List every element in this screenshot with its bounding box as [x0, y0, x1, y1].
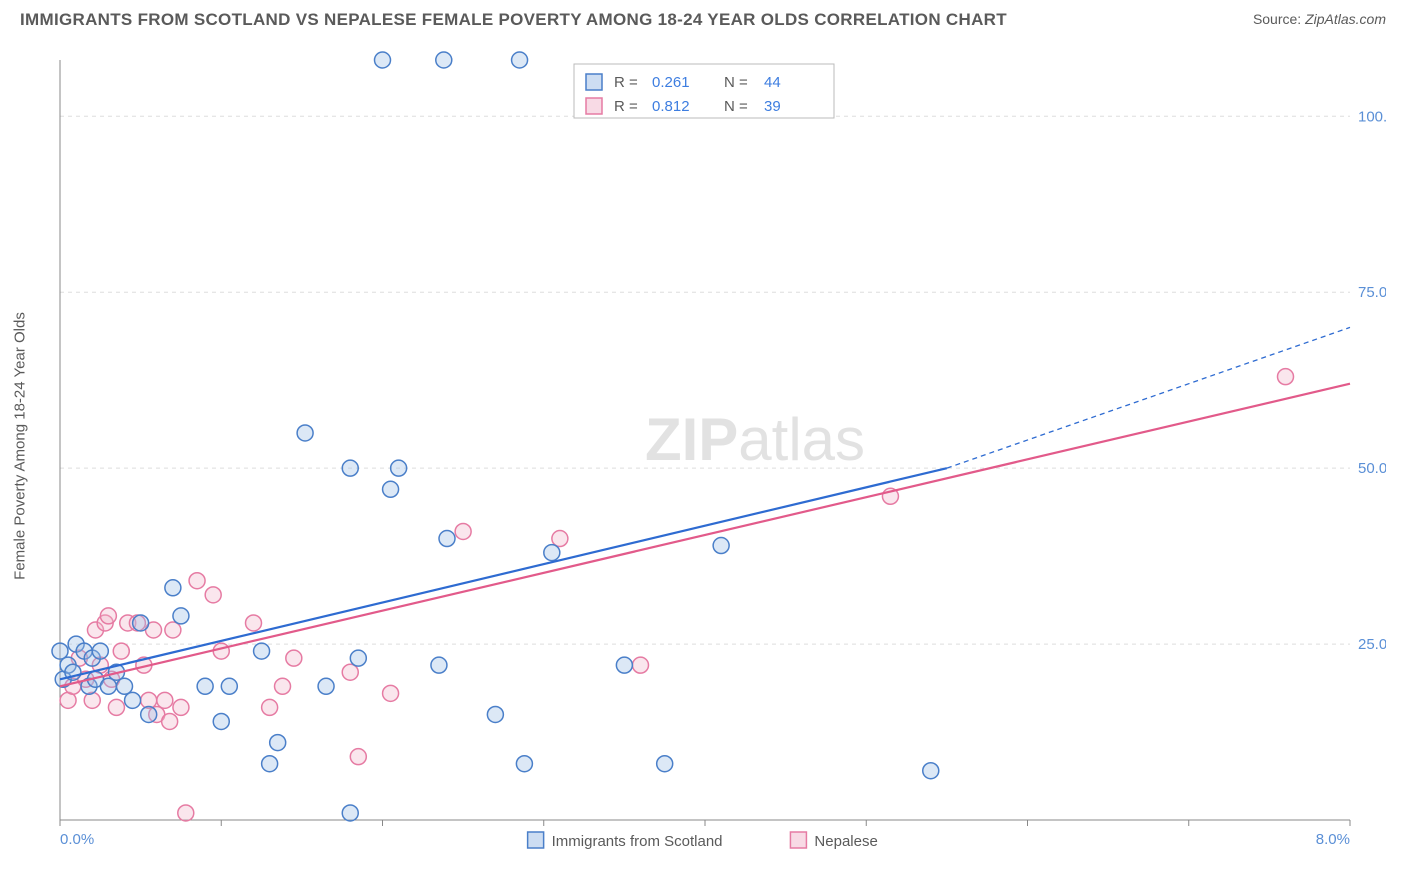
- nepalese-point: [100, 608, 116, 624]
- chart-title: IMMIGRANTS FROM SCOTLAND VS NEPALESE FEM…: [20, 10, 1007, 30]
- scatter-chart-svg: 25.0% 50.0% 75.0% 100.0% ZIPatlas 0.0% 8.0% R =…: [50, 40, 1386, 852]
- scotland-point: [391, 460, 407, 476]
- scotland-point: [713, 538, 729, 554]
- legend-swatch: [586, 74, 602, 90]
- legend-bottom-swatch: [528, 832, 544, 848]
- scotland-point: [616, 657, 632, 673]
- scotland-point: [125, 692, 141, 708]
- scotland-point: [431, 657, 447, 673]
- nepalese-point: [246, 615, 262, 631]
- scotland-point: [439, 531, 455, 547]
- legend-n-value: 44: [764, 74, 781, 91]
- scotland-point: [350, 650, 366, 666]
- nepalese-point: [165, 622, 181, 638]
- scotland-point: [221, 678, 237, 694]
- legend-r-label: R =: [614, 98, 638, 115]
- scotland-point: [197, 678, 213, 694]
- scotland-point: [270, 735, 286, 751]
- nepalese-point: [633, 657, 649, 673]
- nepalese-point: [113, 643, 129, 659]
- nepalese-point: [162, 713, 178, 729]
- nepalese-point: [275, 678, 291, 694]
- legend-r-value: 0.261: [652, 74, 690, 91]
- nepalese-point: [342, 664, 358, 680]
- scotland-point: [342, 460, 358, 476]
- legend-bottom-swatch: [790, 832, 806, 848]
- nepalese-point: [157, 692, 173, 708]
- scotland-point: [342, 805, 358, 821]
- legend-r-label: R =: [614, 74, 638, 91]
- legend-swatch: [586, 98, 602, 114]
- legend-bottom-label: Immigrants from Scotland: [552, 833, 723, 850]
- scotland-point: [117, 678, 133, 694]
- scotland-point: [487, 706, 503, 722]
- nepalese-point: [286, 650, 302, 666]
- y-tick-label: 75.0%: [1358, 284, 1386, 301]
- scotland-point: [173, 608, 189, 624]
- scotland-point: [165, 580, 181, 596]
- y-tick-label: 100.0%: [1358, 108, 1386, 125]
- scotland-point: [923, 763, 939, 779]
- nepalese-point: [178, 805, 194, 821]
- scotland-point: [544, 545, 560, 561]
- legend-n-label: N =: [724, 74, 748, 91]
- scotland-point: [512, 52, 528, 68]
- scotland-point: [657, 756, 673, 772]
- nepalese-point: [455, 523, 471, 539]
- watermark-text: ZIPatlas: [645, 406, 865, 473]
- nepalese-point: [108, 699, 124, 715]
- y-tick-label: 50.0%: [1358, 460, 1386, 477]
- nepalese-point: [205, 587, 221, 603]
- nepalese-point: [1278, 369, 1294, 385]
- x-tick-label: 8.0%: [1316, 831, 1350, 848]
- scotland-point: [383, 481, 399, 497]
- nepalese-point: [350, 749, 366, 765]
- nepalese-point: [84, 692, 100, 708]
- scotland-point: [318, 678, 334, 694]
- x-tick-label: 0.0%: [60, 831, 94, 848]
- scotland-point: [100, 678, 116, 694]
- source-credit: Source: ZipAtlas.com: [1253, 11, 1386, 29]
- nepalese-point: [262, 699, 278, 715]
- legend-bottom-label: Nepalese: [814, 833, 877, 850]
- scotland-point: [375, 52, 391, 68]
- y-tick-label: 25.0%: [1358, 636, 1386, 653]
- scotland-point: [262, 756, 278, 772]
- scotland-point: [52, 643, 68, 659]
- nepalese-point: [189, 573, 205, 589]
- scotland-point: [141, 706, 157, 722]
- nepalese-point: [213, 643, 229, 659]
- scotland-point: [133, 615, 149, 631]
- source-prefix: Source:: [1253, 11, 1305, 27]
- source-name: ZipAtlas.com: [1305, 11, 1386, 27]
- scotland-point: [297, 425, 313, 441]
- legend-r-value: 0.812: [652, 98, 690, 115]
- legend-n-value: 39: [764, 98, 781, 115]
- scotland-point: [516, 756, 532, 772]
- scotland-point: [436, 52, 452, 68]
- legend-stats-box: [574, 64, 834, 118]
- y-axis-label: Female Poverty Among 18-24 Year Olds: [12, 312, 29, 580]
- scotland-point: [254, 643, 270, 659]
- scotland-point: [92, 643, 108, 659]
- nepalese-point: [552, 531, 568, 547]
- nepalese-point: [173, 699, 189, 715]
- scotland-point: [213, 713, 229, 729]
- nepalese-point: [383, 685, 399, 701]
- chart-area: Female Poverty Among 18-24 Year Olds 25.…: [50, 40, 1386, 852]
- legend-n-label: N =: [724, 98, 748, 115]
